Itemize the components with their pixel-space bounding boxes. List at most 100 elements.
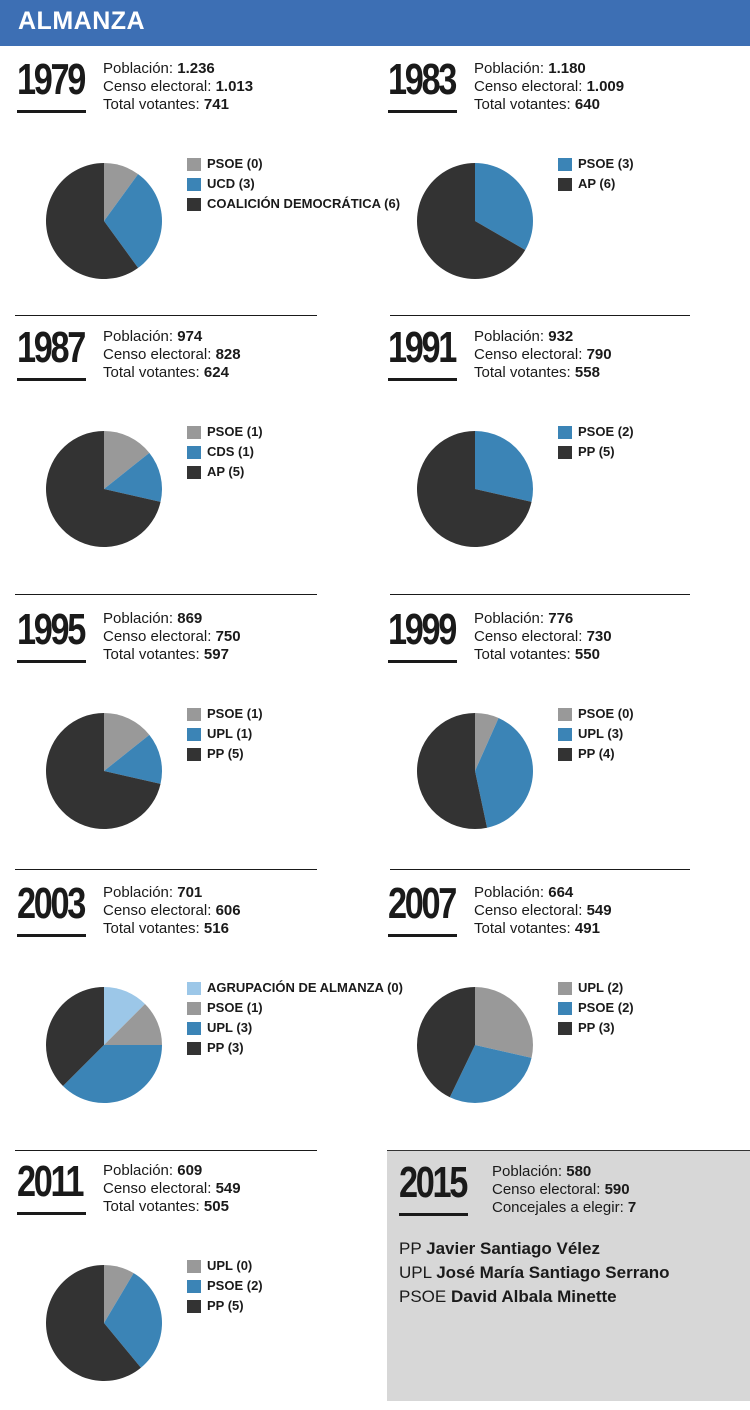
- stat-value: 730: [586, 628, 612, 645]
- stat-label: Total votantes:: [103, 920, 200, 937]
- pie-chart: [417, 163, 533, 279]
- legend-label: AGRUPACIÓN DE ALMANZA (0): [207, 980, 403, 995]
- year-underline: [17, 934, 86, 937]
- legend-label: UPL (3): [207, 1020, 253, 1035]
- stat-label: Población:: [474, 60, 545, 77]
- legend-swatch: [187, 426, 201, 439]
- stats: Población: 974 Censo electoral: 828 Total …: [103, 328, 241, 382]
- stat-value: 606: [215, 902, 241, 919]
- stats: Población: 1.236 Censo electoral: 1.013 To…: [103, 60, 253, 114]
- legend-label: PP (5): [207, 1298, 244, 1313]
- year-label: 1991: [388, 323, 457, 372]
- legend-label: PSOE (1): [207, 424, 263, 439]
- legend-swatch: [187, 708, 201, 721]
- pie-slice: [417, 163, 526, 279]
- year-label: 2011: [17, 1157, 84, 1206]
- legend-swatch: [558, 982, 572, 995]
- year-label: 2007: [388, 879, 457, 928]
- legend-swatch: [558, 178, 572, 191]
- stat-row: Censo electoral: 549: [103, 1180, 241, 1198]
- stat-row: Total votantes: 741: [103, 96, 253, 114]
- stat-label: Población:: [103, 1162, 174, 1179]
- stat-row: Censo electoral: 828: [103, 346, 241, 364]
- stat-row: Total votantes: 505: [103, 1198, 241, 1216]
- stat-value: 828: [215, 346, 241, 363]
- legend-swatch: [187, 1260, 201, 1273]
- pie-chart: [46, 987, 162, 1103]
- stat-value: 741: [203, 96, 229, 113]
- stat-row: Población: 974: [103, 328, 241, 346]
- pie-slice: [449, 1045, 532, 1103]
- stat-label: Población:: [103, 884, 174, 901]
- year-label: 1999: [388, 605, 457, 654]
- header-bar: ALMANZA: [0, 0, 750, 46]
- pie-slice: [475, 718, 533, 828]
- pie-chart: [416, 713, 533, 829]
- legend-label: UPL (0): [207, 1258, 253, 1273]
- year-underline: [399, 1213, 468, 1216]
- stat-label: Población:: [474, 610, 545, 627]
- legend-label: PSOE (1): [207, 706, 263, 721]
- candidate-row: PP Javier Santiago Vélez: [399, 1237, 670, 1261]
- stat-row: Población: 609: [103, 1162, 241, 1180]
- legend-swatch: [187, 446, 201, 459]
- year-underline: [388, 378, 457, 381]
- row-divider: [15, 869, 317, 870]
- stat-value: 597: [203, 646, 229, 663]
- year-underline: [388, 934, 457, 937]
- stat-label: Total votantes:: [103, 364, 200, 381]
- stats: Población: 580 Censo electoral: 590 Conc…: [492, 1163, 636, 1217]
- stat-row: Censo electoral: 750: [103, 628, 241, 646]
- stat-row: Censo electoral: 730: [474, 628, 612, 646]
- stat-row: Censo electoral: 790: [474, 346, 612, 364]
- stat-label: Total votantes:: [103, 96, 200, 113]
- year-underline: [388, 660, 457, 663]
- legend-label: PP (4): [578, 746, 615, 761]
- legend-label: UPL (2): [578, 980, 624, 995]
- stat-row: Población: 1.236: [103, 60, 253, 78]
- stat-row: Población: 776: [474, 610, 612, 628]
- pie-slice: [475, 713, 499, 771]
- stat-label: Censo electoral:: [474, 902, 583, 919]
- row-divider: [15, 315, 317, 316]
- election-block: 2007 Población: 664 Censo electoral: 549 To…: [388, 882, 718, 1132]
- legend-label: CDS (1): [207, 444, 254, 459]
- stats: Población: 664 Censo electoral: 549 Total …: [474, 884, 612, 938]
- stat-label: Población:: [474, 328, 545, 345]
- stat-value: 932: [548, 328, 574, 345]
- legend-swatch: [187, 982, 201, 995]
- election-block: 2003 Población: 701 Censo electoral: 606 To…: [17, 882, 403, 1132]
- stat-label: Censo electoral:: [474, 78, 583, 95]
- stat-label: Concejales a elegir:: [492, 1199, 624, 1216]
- pie-slice: [45, 431, 161, 547]
- legend-swatch: [187, 728, 201, 741]
- legend-label: PSOE (1): [207, 1000, 263, 1015]
- pie-slice: [475, 431, 533, 502]
- stats: Población: 776 Censo electoral: 730 Total …: [474, 610, 612, 664]
- pie-chart: [45, 431, 162, 547]
- pie-slice: [104, 174, 162, 268]
- legend-swatch: [558, 1022, 572, 1035]
- pie-slice: [417, 987, 475, 1098]
- stat-row: Población: 932: [474, 328, 612, 346]
- legend-swatch: [187, 198, 201, 211]
- page-title: ALMANZA: [18, 7, 146, 35]
- election-block: 1979 Población: 1.236 Censo electoral: 1.0…: [17, 58, 400, 308]
- pie-chart: [45, 163, 162, 279]
- legend-swatch: [187, 158, 201, 171]
- stat-value: 550: [574, 646, 600, 663]
- legend-swatch: [558, 158, 572, 171]
- stat-value: 1.013: [215, 78, 254, 95]
- election-block: 1987 Población: 974 Censo electoral: 828 To…: [17, 326, 347, 576]
- pie-slice: [46, 987, 104, 1087]
- year-underline: [388, 110, 457, 113]
- stat-label: Total votantes:: [103, 646, 200, 663]
- stats: Población: 932 Censo electoral: 790 Total …: [474, 328, 612, 382]
- candidate-row: UPL José María Santiago Serrano: [399, 1261, 670, 1285]
- row-divider: [390, 315, 690, 316]
- stat-label: Censo electoral:: [492, 1181, 601, 1198]
- year-underline: [17, 378, 86, 381]
- stat-value: 609: [177, 1162, 203, 1179]
- legend-label: PSOE (0): [207, 156, 263, 171]
- stat-value: 580: [566, 1163, 592, 1180]
